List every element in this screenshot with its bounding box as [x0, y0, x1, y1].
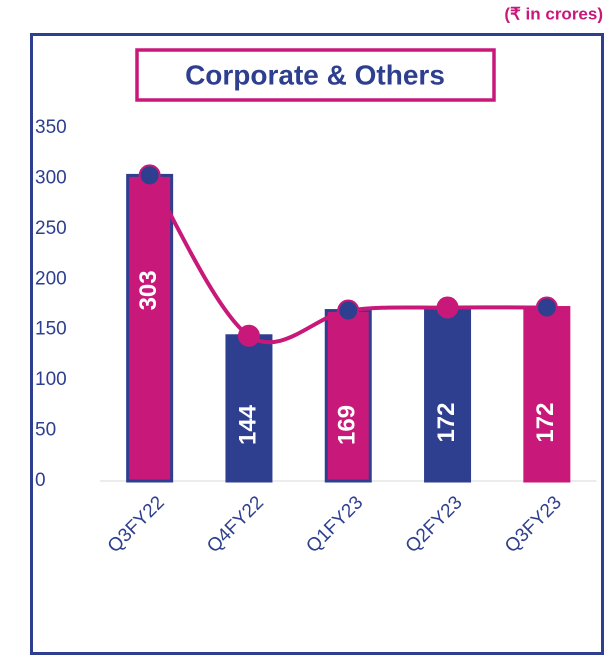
value-label: 172 [433, 403, 460, 443]
y-tick-label: 150 [35, 319, 67, 340]
x-tick-label: Q3FY22 [104, 492, 169, 557]
y-tick-label: 250 [35, 218, 67, 239]
value-label: 172 [532, 403, 559, 443]
bar [324, 309, 372, 483]
line-marker [436, 296, 459, 319]
line-marker [138, 164, 161, 187]
bar [424, 306, 472, 483]
y-tick-label: 200 [35, 268, 67, 289]
y-tick-label: 300 [35, 167, 67, 188]
x-tick-label: Q4FY22 [203, 492, 268, 557]
value-label: 144 [234, 404, 261, 445]
bar [126, 173, 174, 483]
x-tick-label: Q2FY23 [402, 492, 467, 557]
bar [225, 334, 273, 483]
y-tick-label: 0 [35, 470, 46, 491]
line-marker [237, 324, 260, 347]
line-marker [535, 296, 558, 319]
frame [30, 33, 604, 655]
y-tick-label: 350 [35, 117, 67, 138]
y-tick-label: 50 [35, 420, 56, 441]
bar [523, 306, 571, 483]
y-tick-label: 100 [35, 369, 67, 390]
value-label: 169 [334, 405, 361, 445]
line-marker [337, 299, 360, 322]
title-box [135, 48, 496, 102]
chart-title: Corporate & Others [185, 59, 445, 90]
value-label: 303 [135, 270, 162, 310]
unit-note: (₹ in crores) [504, 4, 603, 23]
x-tick-label: Q3FY23 [501, 492, 566, 557]
trend-line [147, 174, 547, 345]
x-tick-label: Q1FY23 [302, 492, 367, 557]
